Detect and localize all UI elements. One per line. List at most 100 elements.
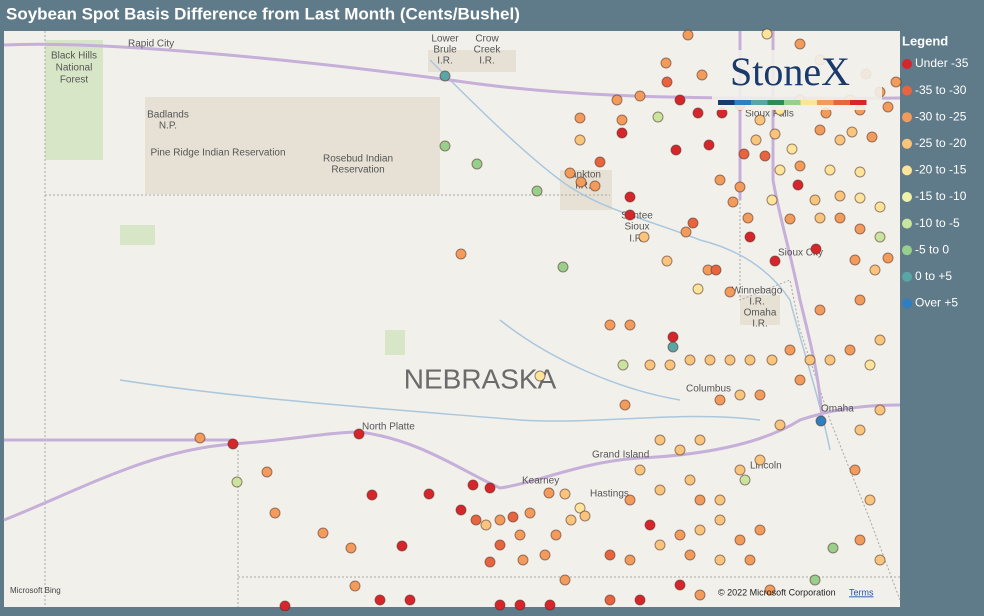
location-dot [694, 589, 706, 601]
location-dot [624, 209, 636, 221]
location-dot [565, 514, 577, 526]
location-dot [864, 494, 876, 506]
location-dot [589, 180, 601, 192]
place-label: Lower [431, 34, 459, 45]
location-dot [696, 69, 708, 81]
location-dot [734, 389, 746, 401]
location-dot [754, 389, 766, 401]
location-dot [494, 539, 506, 551]
location-dot [874, 201, 886, 213]
location-dot [194, 432, 206, 444]
location-dot [786, 143, 798, 155]
location-dot [661, 76, 673, 88]
location-dot [574, 134, 586, 146]
location-dot [714, 394, 726, 406]
location-dot [455, 248, 467, 260]
location-dot [824, 354, 836, 366]
location-dot [824, 164, 836, 176]
location-dot [874, 404, 886, 416]
location-dot [846, 126, 858, 138]
location-dot [882, 101, 894, 113]
place-label: Omaha [744, 308, 777, 319]
location-dot [766, 354, 778, 366]
location-dot [854, 424, 866, 436]
location-dot [470, 514, 482, 526]
location-dot [792, 179, 804, 191]
location-dot [714, 514, 726, 526]
location-dot [687, 217, 699, 229]
location-dot [849, 254, 861, 266]
location-dot [439, 140, 451, 152]
location-dot [514, 529, 526, 541]
borders [44, 31, 901, 607]
location-dot [827, 542, 839, 554]
location-dot [724, 354, 736, 366]
location-dot [366, 489, 378, 501]
location-dot [764, 584, 776, 596]
city-label: Omaha [821, 404, 854, 415]
location-dot [531, 185, 543, 197]
location-dot [471, 158, 483, 170]
location-dot [644, 359, 656, 371]
title: Soybean Spot Basis Difference from Last … [6, 4, 520, 23]
location-dot [714, 494, 726, 506]
location-dot [611, 94, 623, 106]
location-dot [774, 164, 786, 176]
legend-label: -20 to -15 [915, 163, 967, 177]
location-dot [766, 194, 778, 206]
location-dot [734, 534, 746, 546]
place-label: I.R. [749, 297, 765, 308]
copyright: © 2022 Microsoft Corporation [718, 587, 836, 597]
location-dot [680, 226, 692, 238]
location-dot [710, 264, 722, 276]
location-dot [644, 519, 656, 531]
location-dot [674, 94, 686, 106]
location-dot [514, 599, 526, 611]
legend-label: -25 to -20 [915, 136, 967, 150]
legend-label: Over +5 [915, 296, 958, 310]
location-dot [575, 176, 587, 188]
location-dot [543, 487, 555, 499]
location-dot [769, 128, 781, 140]
location-dot [619, 399, 631, 411]
location-dot [670, 144, 682, 156]
location-dot [714, 174, 726, 186]
location-dot [869, 264, 881, 276]
location-dot [744, 231, 756, 243]
location-dot [638, 231, 650, 243]
location-dot [809, 194, 821, 206]
rivers [119, 59, 831, 451]
location-dot [279, 600, 291, 612]
place-label: Yankton [565, 170, 601, 181]
legend-swatch [902, 85, 912, 96]
location-dot [890, 76, 902, 88]
location-dot [814, 124, 826, 136]
location-dot [396, 540, 408, 552]
legend-swatch [902, 271, 912, 282]
legend: Under -35 -35 to -30 -30 to -25 -25 to -20 -… [902, 56, 969, 310]
location-dot [616, 114, 628, 126]
logo: StoneX [712, 49, 882, 110]
location-dot [423, 488, 435, 500]
legend-swatch [902, 218, 912, 229]
location-dot [694, 434, 706, 446]
location-dot [624, 191, 636, 203]
location-dot [674, 529, 686, 541]
location-dot [784, 213, 796, 225]
place-label: Winnebago [732, 286, 783, 297]
location-dot [684, 549, 696, 561]
terms-link[interactable]: Terms [849, 587, 874, 597]
location-dot [754, 454, 766, 466]
location-dot [744, 554, 756, 566]
location-dot [557, 261, 569, 273]
legend-label: -10 to -5 [915, 216, 960, 230]
location-dot [874, 334, 886, 346]
legend-swatch [902, 59, 912, 69]
location-dot [317, 527, 329, 539]
location-dot [874, 554, 886, 566]
legend-label: 0 to +5 [915, 269, 952, 283]
location-dot [616, 127, 628, 139]
location-dot [652, 111, 664, 123]
place-label: Rosebud Indian [323, 154, 393, 165]
location-dot [703, 139, 715, 151]
